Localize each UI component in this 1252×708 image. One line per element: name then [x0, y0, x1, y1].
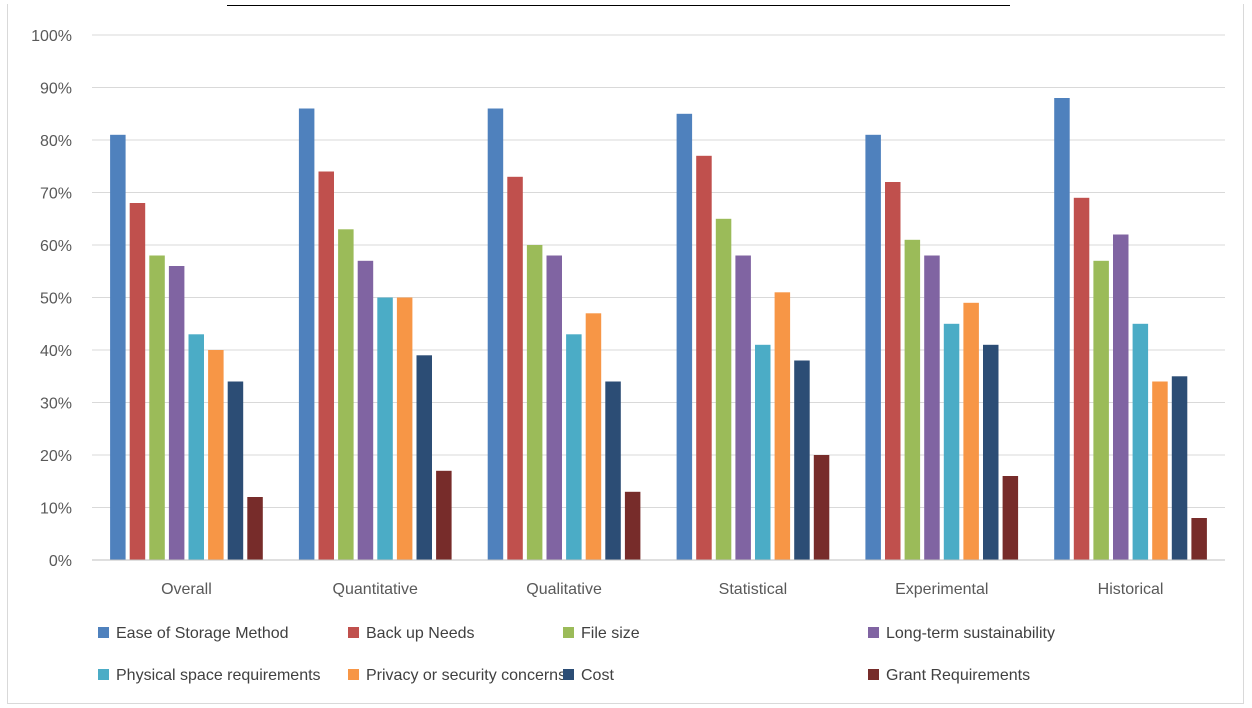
- bar: [1191, 518, 1207, 560]
- legend-swatch: [563, 669, 574, 680]
- y-tick-label: 10%: [40, 501, 72, 518]
- bar: [168, 266, 185, 560]
- bar: [129, 203, 146, 560]
- legend-item: Cost: [563, 667, 614, 684]
- bar: [696, 155, 712, 561]
- x-tick-label: Qualitative: [526, 581, 602, 598]
- gridlines: [92, 34, 1225, 508]
- bar: [208, 350, 224, 560]
- legend-label: Long-term sustainability: [886, 625, 1055, 642]
- legend-swatch: [98, 627, 109, 638]
- legend-item: Back up Needs: [348, 625, 475, 642]
- bar: [943, 323, 960, 561]
- bar: [416, 355, 432, 561]
- bar: [924, 255, 940, 560]
- legend-item: Privacy or security concerns: [348, 667, 566, 684]
- title-underline: [227, 5, 1010, 6]
- legend-label: Privacy or security concerns: [366, 667, 566, 684]
- bar: [1113, 234, 1129, 560]
- y-tick-label: 100%: [31, 28, 72, 45]
- bars: [110, 98, 1207, 561]
- legend-swatch: [563, 627, 574, 638]
- bar: [247, 497, 263, 560]
- bar: [318, 171, 334, 560]
- y-tick-label: 30%: [40, 396, 72, 413]
- bar: [149, 255, 165, 560]
- bar: [794, 360, 810, 560]
- legend-label: Physical space requirements: [116, 667, 321, 684]
- bar: [963, 302, 979, 561]
- y-tick-label: 20%: [40, 448, 72, 465]
- bar: [1002, 476, 1019, 560]
- bar: [566, 334, 582, 561]
- bar: [357, 260, 374, 561]
- legend-label: Grant Requirements: [886, 667, 1030, 684]
- y-tick-label: 70%: [40, 186, 72, 203]
- bar: [715, 218, 732, 561]
- bar: [396, 297, 413, 560]
- y-tick-label: 90%: [40, 81, 72, 98]
- bar: [188, 334, 204, 561]
- bar: [1152, 381, 1168, 560]
- y-tick-label: 50%: [40, 291, 72, 308]
- bar: [1054, 98, 1070, 560]
- bar: [624, 491, 641, 561]
- bar: [526, 245, 543, 560]
- bar: [904, 239, 921, 561]
- bar: [885, 182, 901, 560]
- x-tick-label: Statistical: [719, 581, 787, 598]
- bar: [507, 176, 523, 561]
- y-tick-label: 40%: [40, 343, 72, 360]
- bar: [110, 134, 126, 561]
- legend-swatch: [98, 669, 109, 680]
- bar: [436, 470, 452, 561]
- y-axis-tick-labels: 0% 10% 20% 30% 40% 50% 60% 70% 80% 90% 100%: [31, 28, 72, 570]
- bar: [546, 255, 562, 560]
- bar: [1073, 197, 1090, 561]
- legend-label: File size: [581, 625, 640, 642]
- y-tick-label: 0%: [49, 553, 72, 570]
- legend-swatch: [348, 627, 359, 638]
- bar: [983, 344, 999, 561]
- bar: [774, 292, 791, 561]
- bar: [585, 313, 602, 561]
- legend-item: Physical space requirements: [98, 667, 321, 684]
- legend-item: Grant Requirements: [868, 667, 1030, 684]
- bar: [487, 108, 504, 560]
- bar: [1093, 260, 1109, 561]
- legend-item: Long-term sustainability: [868, 625, 1055, 642]
- legend: Ease of Storage Method Back up Needs File …: [98, 625, 1055, 684]
- y-tick-label: 80%: [40, 133, 72, 150]
- x-tick-label: Historical: [1098, 581, 1164, 598]
- x-tick-label: Overall: [161, 581, 212, 598]
- bar: [755, 344, 771, 561]
- bar: [1171, 376, 1188, 561]
- bar: [865, 134, 881, 561]
- legend-swatch: [868, 669, 879, 680]
- legend-label: Cost: [581, 667, 614, 684]
- bar: [605, 381, 621, 560]
- bar: [298, 108, 315, 560]
- legend-label: Ease of Storage Method: [116, 625, 289, 642]
- bar: [735, 255, 751, 560]
- legend-swatch: [348, 669, 359, 680]
- bar: [377, 297, 393, 560]
- y-tick-label: 60%: [40, 238, 72, 255]
- bar: [227, 381, 244, 560]
- legend-item: File size: [563, 625, 640, 642]
- bar: [1132, 323, 1149, 561]
- bar: [676, 113, 693, 561]
- x-tick-label: Quantitative: [333, 581, 418, 598]
- legend-swatch: [868, 627, 879, 638]
- legend-label: Back up Needs: [366, 625, 475, 642]
- x-axis-tick-labels: Overall Quantitative Qualitative Statistica…: [161, 581, 1163, 598]
- x-tick-label: Experimental: [895, 581, 988, 598]
- bar: [338, 229, 354, 561]
- bar: [813, 455, 830, 560]
- legend-item: Ease of Storage Method: [98, 625, 289, 642]
- chart-frame: [7, 4, 1244, 704]
